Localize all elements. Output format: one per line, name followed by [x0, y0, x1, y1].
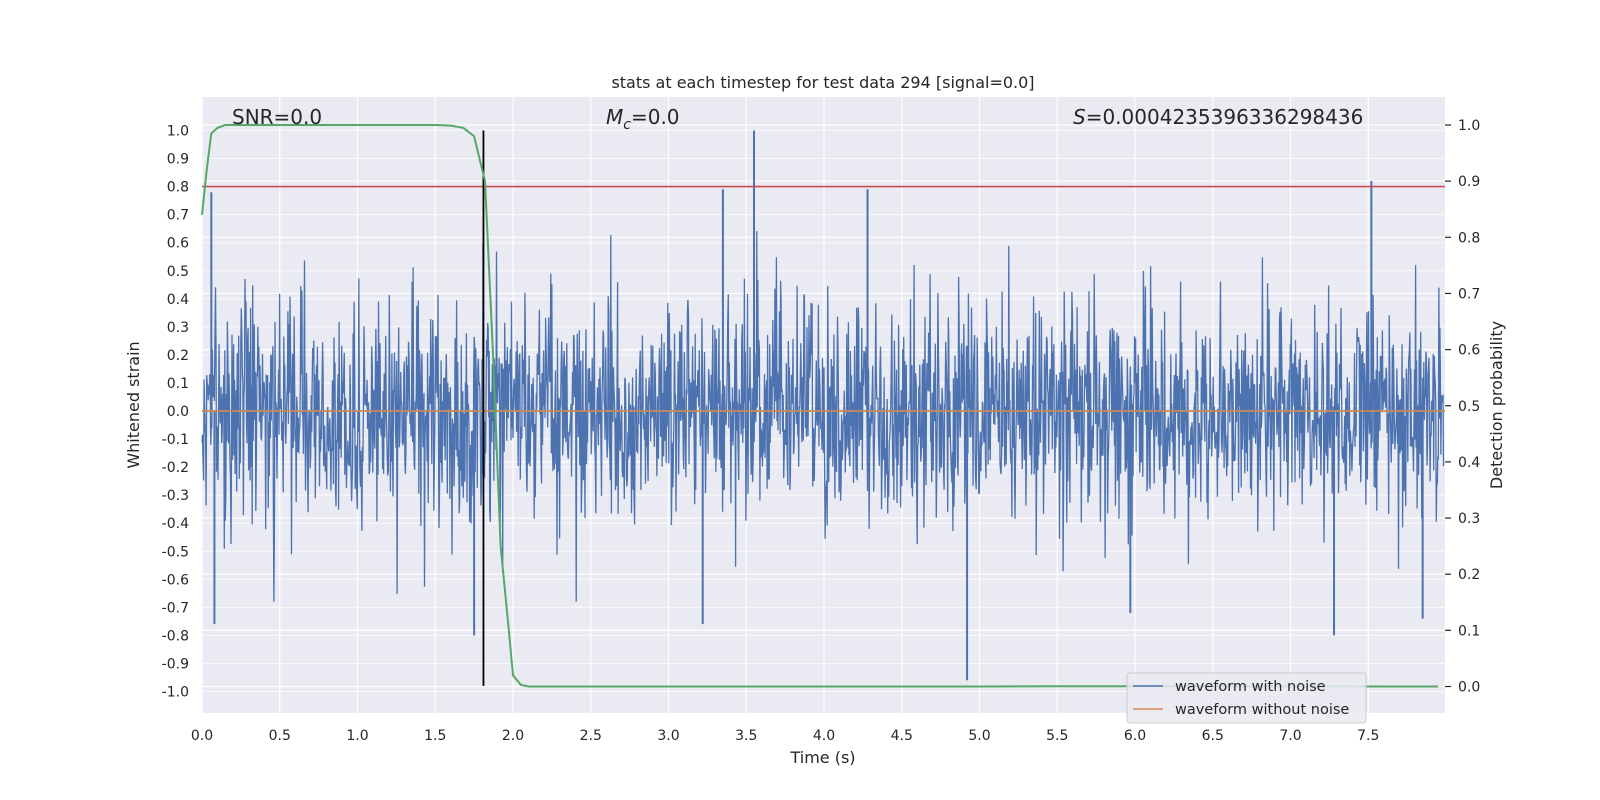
- x-tick-label: 4.0: [813, 728, 835, 744]
- x-tick-label: 2.0: [502, 728, 524, 744]
- chirp-mass-symbol: M: [606, 105, 623, 129]
- x-axis-label: Time (s): [789, 748, 855, 767]
- y-right-tick-label: 0.6: [1458, 343, 1480, 359]
- y-tick-label: 0.6: [167, 236, 189, 252]
- y-tick-label: 0.5: [167, 264, 189, 280]
- y-tick-label: 0.3: [167, 320, 189, 336]
- y-right-tick-label: 0.5: [1458, 399, 1480, 415]
- y-tick-label: 0.9: [167, 152, 189, 168]
- y-tick-label: 0.2: [167, 348, 189, 364]
- x-tick-label: 1.5: [424, 728, 446, 744]
- chirp-mass-annotation: Mc=0.0: [606, 105, 680, 133]
- chart-title: stats at each timestep for test data 294…: [611, 73, 1034, 92]
- snr-annotation: SNR=0.0: [232, 105, 322, 129]
- y-tick-labels: 1.0 0.9 0.8 0.7 0.6 0.5 0.4 0.3 0.2 0.1 0.0 -0.1 -0.…: [162, 124, 189, 701]
- y-tick-label: -1.0: [162, 685, 189, 701]
- x-tick-labels: 0.0 0.5 1.0 1.5 2.0 2.5 3.0 3.5 4.0 4.5 5.0 5.5 6.0 6…: [191, 728, 1380, 744]
- y-right-tick-label: 0.4: [1458, 455, 1480, 471]
- legend-box: [1126, 672, 1367, 724]
- waveform-with-noise-series: [201, 130, 1445, 681]
- waveform-with-noise-line: [201, 231, 1445, 602]
- score-annotation: S=0.0004235396336298436: [1073, 105, 1363, 129]
- x-tick-label: 6.0: [1124, 728, 1146, 744]
- y-right-tick-label: 0.9: [1458, 174, 1480, 190]
- y-tick-label: 1.0: [167, 124, 189, 140]
- overlay-lines: [201, 124, 1445, 688]
- y-tick-label: -0.2: [162, 460, 189, 476]
- y-right-axis-label: Detection probability: [1487, 321, 1506, 489]
- y-tick-label: 0.7: [167, 208, 189, 224]
- y-tick-label: -0.7: [162, 600, 189, 616]
- detection-probability-line: [201, 124, 1439, 688]
- y-right-tick-label: 0.3: [1458, 511, 1480, 527]
- y-tick-label: -0.1: [162, 432, 189, 448]
- y-right-tick-label: 0.0: [1458, 680, 1480, 696]
- x-tick-label: 7.0: [1279, 728, 1301, 744]
- y-right-tick-label: 0.1: [1458, 623, 1480, 639]
- y-right-tick-label: 1.0: [1458, 118, 1480, 134]
- y-axis-label: Whitened strain: [124, 341, 143, 468]
- y-right-tick-label: 0.8: [1458, 230, 1480, 246]
- chirp-mass-value: =0.0: [631, 105, 680, 129]
- y-tick-label: -0.4: [162, 516, 189, 532]
- x-tick-label: 0.5: [269, 728, 291, 744]
- y-tick-label: -0.3: [162, 488, 189, 504]
- x-tick-label: 7.5: [1357, 728, 1379, 744]
- x-tick-label: 0.0: [191, 728, 213, 744]
- x-tick-label: 3.0: [657, 728, 679, 744]
- y-tick-label: -0.9: [162, 656, 189, 672]
- x-tick-label: 1.0: [346, 728, 368, 744]
- legend-label-with-noise: waveform with noise: [1175, 679, 1326, 695]
- y-tick-label: 0.0: [167, 404, 189, 420]
- y-tick-label: -0.8: [162, 628, 189, 644]
- chirp-mass-subscript: c: [623, 117, 631, 133]
- x-tick-label: 2.5: [580, 728, 602, 744]
- score-symbol: S: [1073, 105, 1086, 129]
- score-value: =0.0004235396336298436: [1086, 105, 1364, 129]
- x-tick-label: 4.5: [891, 728, 913, 744]
- x-tick-label: 6.5: [1202, 728, 1224, 744]
- x-tick-label: 3.5: [735, 728, 757, 744]
- y-tick-label: -0.6: [162, 572, 189, 588]
- y-right-tick-label: 0.2: [1458, 567, 1480, 583]
- y-tick-label: 0.1: [167, 376, 189, 392]
- x-tick-label: 5.0: [968, 728, 990, 744]
- y-tick-label: 0.4: [167, 292, 189, 308]
- legend: waveform with noise waveform without noi…: [1126, 672, 1367, 724]
- x-tick-label: 5.5: [1046, 728, 1068, 744]
- y-right-tick-label: 0.7: [1458, 286, 1480, 302]
- y-right-tick-labels: 1.0 0.9 0.8 0.7 0.6 0.5 0.4 0.3 0.2 0.1 0.0: [1445, 118, 1480, 696]
- y-tick-label: 0.8: [167, 180, 189, 196]
- y-tick-label: -0.5: [162, 544, 189, 560]
- legend-label-without-noise: waveform without noise: [1175, 702, 1349, 718]
